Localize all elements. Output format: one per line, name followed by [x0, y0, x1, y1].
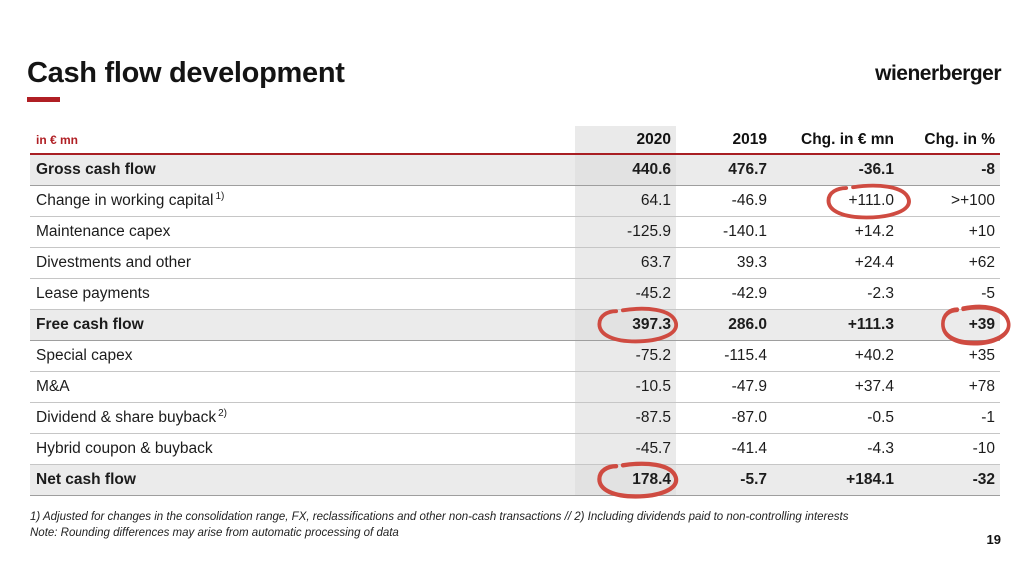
- cell-2019: -42.9: [731, 285, 767, 302]
- column-header-2020: 2020: [575, 126, 676, 155]
- cell-chg-eur: -0.5: [867, 409, 894, 426]
- footnote-line-1: 1) Adjusted for changes in the consolida…: [30, 511, 849, 523]
- cell-2020: -45.7: [575, 433, 676, 465]
- cell-2019: -115.4: [724, 347, 767, 364]
- unit-label: in € mn: [30, 126, 575, 155]
- cell-chg-pct: +10: [968, 223, 995, 240]
- cell-2019: 476.7: [728, 161, 767, 178]
- footnote-ref: 2): [218, 408, 227, 420]
- table-row-hybrid-coupon: Hybrid coupon & buyback -45.7 -41.4 -4.3…: [30, 433, 1000, 465]
- row-label-text: Dividend & share buyback: [36, 409, 217, 427]
- wienerberger-logo: wienerberger: [875, 62, 1001, 85]
- cell-chg-pct: +78: [968, 378, 995, 395]
- cell-chg-pct: -10: [972, 440, 995, 457]
- footnote-line-2: Note: Rounding differences may arise fro…: [30, 527, 399, 539]
- cell-chg-pct: +35: [968, 347, 995, 364]
- footnotes: 1) Adjusted for changes in the consolida…: [30, 509, 848, 541]
- row-label: Divestments and other: [36, 254, 192, 271]
- table-row-gross-cash-flow: Gross cash flow 440.6 476.7 -36.1 -8: [30, 154, 1000, 186]
- cell-2019: 39.3: [736, 254, 767, 271]
- cell-chg-eur: +111.0: [772, 183, 911, 220]
- cell-value: +39: [968, 316, 995, 333]
- cell-chg-eur: +24.4: [854, 254, 894, 271]
- cell-2020: 64.1: [575, 185, 676, 217]
- table-row-net-cash-flow: Net cash flow 178.4 -5.7 +184.1 -32: [30, 461, 1000, 499]
- cell-chg-eur: -2.3: [867, 285, 894, 302]
- row-label: Gross cash flow: [36, 161, 156, 178]
- cell-2020: -45.2: [575, 278, 676, 310]
- page-number: 19: [986, 532, 1001, 547]
- row-label: Free cash flow: [36, 316, 144, 333]
- cell-chg-eur: -36.1: [858, 161, 894, 178]
- table-row-free-cash-flow: Free cash flow 397.3 286.0 +111.3 +39: [30, 304, 1011, 346]
- row-label: Hybrid coupon & buyback: [36, 440, 213, 457]
- cell-2019: -41.4: [731, 440, 767, 457]
- table-row-divestments: Divestments and other 63.7 39.3 +24.4 +6…: [30, 247, 1000, 279]
- cell-2020: 397.3: [575, 306, 678, 344]
- cell-2020: 440.6: [575, 154, 676, 186]
- cell-2020: -125.9: [575, 216, 676, 248]
- row-label-text: Change in working capital: [36, 192, 214, 210]
- table-row-working-capital: Change in working capital 1) 64.1 -46.9 +…: [30, 183, 1000, 220]
- table-header-row: in € mn 2020 2019 Chg. in € mn Chg. in %: [30, 126, 1000, 155]
- table-row-maintenance-capex: Maintenance capex -125.9 -140.1 +14.2 +1…: [30, 216, 1000, 248]
- cell-chg-eur: +111.3: [847, 316, 894, 333]
- row-label: Maintenance capex: [36, 223, 171, 240]
- cell-2020: -87.5: [575, 402, 676, 434]
- cell-chg-eur: -4.3: [867, 440, 894, 457]
- cell-chg-pct: -8: [981, 161, 995, 178]
- cell-chg-pct: +62: [968, 254, 995, 271]
- column-header-chg-eur: Chg. in € mn: [772, 126, 899, 155]
- cell-2019: -46.9: [731, 192, 767, 209]
- table-row-lease-payments: Lease payments -45.2 -42.9 -2.3 -5: [30, 278, 1000, 310]
- row-label: Net cash flow: [36, 471, 136, 488]
- page-title: Cash flow development: [27, 57, 345, 89]
- cell-chg-pct: -32: [972, 471, 995, 488]
- cell-2019: -5.7: [740, 471, 767, 488]
- cell-chg-eur: +40.2: [854, 347, 894, 364]
- title-accent-bar: [27, 97, 60, 102]
- cell-2020: 63.7: [575, 247, 676, 279]
- column-header-2019: 2019: [676, 126, 772, 155]
- cell-value: +111.0: [848, 192, 894, 209]
- cell-value: 178.4: [632, 471, 671, 488]
- cell-2019: -140.1: [723, 223, 767, 240]
- cell-value: 397.3: [632, 316, 671, 333]
- cell-2019: -87.0: [731, 409, 767, 426]
- cell-2019: -47.9: [731, 378, 767, 395]
- footnote-ref: 1): [215, 191, 225, 203]
- cell-2020: 178.4: [575, 461, 679, 499]
- row-label: M&A: [36, 378, 70, 395]
- cash-flow-table: in € mn 2020 2019 Chg. in € mn Chg. in %…: [30, 126, 1011, 499]
- cell-chg-eur: +184.1: [846, 471, 894, 488]
- cell-2020: -75.2: [575, 340, 676, 372]
- row-label: Change in working capital 1): [30, 186, 575, 217]
- cell-chg-eur: +14.2: [854, 223, 894, 240]
- row-label: Special capex: [36, 347, 133, 364]
- row-label: Lease payments: [36, 285, 150, 302]
- cell-chg-pct: -1: [981, 409, 995, 426]
- table-row-dividend-buyback: Dividend & share buyback 2) -87.5 -87.0 -…: [30, 402, 1000, 434]
- table-row-ma: M&A -10.5 -47.9 +37.4 +78: [30, 371, 1000, 403]
- cell-chg-pct: +39: [899, 304, 1011, 346]
- column-header-chg-pct: Chg. in %: [899, 126, 1000, 155]
- cell-chg-eur: +37.4: [854, 378, 894, 395]
- table-row-special-capex: Special capex -75.2 -115.4 +40.2 +35: [30, 340, 1000, 372]
- cell-2019: 286.0: [728, 316, 767, 333]
- cell-2020: -10.5: [575, 371, 676, 403]
- cell-chg-pct: -5: [981, 285, 995, 302]
- row-label: Dividend & share buyback 2): [30, 403, 575, 434]
- cell-chg-pct: >+100: [951, 192, 995, 209]
